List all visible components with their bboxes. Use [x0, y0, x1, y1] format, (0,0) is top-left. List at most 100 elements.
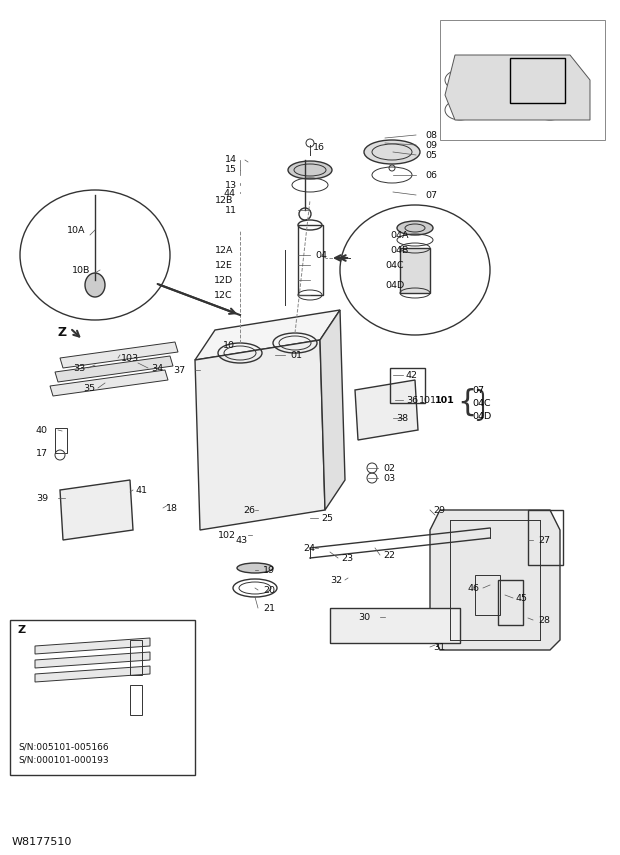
Text: 40: 40 — [36, 426, 48, 434]
Text: S/N:000101-000193: S/N:000101-000193 — [18, 756, 108, 764]
Bar — [130, 640, 142, 675]
Text: 37: 37 — [173, 365, 185, 374]
Text: 04B: 04B — [390, 245, 409, 255]
Ellipse shape — [397, 221, 433, 235]
Text: 45: 45 — [516, 593, 528, 603]
Text: 12A: 12A — [215, 245, 233, 255]
Text: 05: 05 — [425, 150, 437, 160]
Text: 35: 35 — [83, 384, 95, 392]
Text: 103: 103 — [121, 353, 139, 363]
Text: 12B: 12B — [215, 196, 233, 204]
Bar — [510, 58, 565, 103]
Text: 06: 06 — [425, 170, 437, 180]
Text: 22: 22 — [383, 551, 395, 559]
Text: 07: 07 — [425, 191, 437, 199]
Ellipse shape — [364, 140, 420, 164]
Ellipse shape — [237, 563, 273, 573]
Text: 29: 29 — [433, 505, 445, 515]
Polygon shape — [35, 638, 150, 654]
Text: 14: 14 — [225, 156, 237, 164]
Text: 31: 31 — [433, 642, 445, 652]
Text: 41: 41 — [136, 486, 148, 494]
Text: 19: 19 — [263, 565, 275, 575]
Text: W8177510: W8177510 — [12, 837, 73, 847]
Text: 09: 09 — [425, 140, 437, 150]
Bar — [130, 685, 142, 715]
Polygon shape — [60, 480, 133, 540]
Ellipse shape — [85, 273, 105, 297]
Text: 16: 16 — [313, 144, 325, 152]
Text: 23: 23 — [341, 553, 353, 563]
Text: 17: 17 — [36, 449, 48, 457]
Text: 04C: 04C — [385, 261, 404, 269]
Polygon shape — [60, 342, 178, 368]
Polygon shape — [50, 370, 168, 396]
Text: 101: 101 — [435, 396, 455, 404]
Polygon shape — [35, 652, 150, 668]
Text: 43: 43 — [236, 535, 248, 545]
Text: 39: 39 — [36, 493, 48, 503]
Text: 26: 26 — [243, 505, 255, 515]
Text: 10B: 10B — [72, 266, 90, 274]
Text: 11: 11 — [225, 205, 237, 215]
Text: 08: 08 — [425, 131, 437, 139]
Text: 24: 24 — [303, 544, 315, 552]
Text: 01: 01 — [290, 351, 302, 359]
Polygon shape — [35, 666, 150, 682]
Text: 36: 36 — [406, 396, 418, 404]
Text: 101: 101 — [419, 396, 437, 404]
Polygon shape — [355, 380, 418, 440]
Polygon shape — [320, 310, 345, 510]
Text: 38: 38 — [396, 414, 408, 422]
Text: 12D: 12D — [214, 275, 233, 285]
Text: 27: 27 — [538, 535, 550, 545]
Text: 13: 13 — [225, 180, 237, 190]
Text: 04D: 04D — [385, 280, 404, 290]
Text: 102: 102 — [218, 530, 236, 540]
Text: 02: 02 — [383, 463, 395, 473]
Bar — [10, 620, 195, 775]
Bar — [298, 225, 323, 295]
Text: 04C: 04C — [472, 398, 490, 408]
Polygon shape — [195, 310, 340, 360]
Bar — [475, 575, 500, 615]
Text: 30: 30 — [358, 612, 370, 622]
Text: 34: 34 — [151, 363, 163, 373]
Text: 04: 04 — [315, 251, 327, 260]
Text: 25: 25 — [321, 514, 333, 522]
Ellipse shape — [288, 161, 332, 179]
Bar — [440, 20, 605, 140]
Text: Z: Z — [58, 326, 67, 339]
Bar — [498, 580, 523, 625]
Bar — [55, 428, 67, 453]
Text: 03: 03 — [383, 474, 395, 482]
Polygon shape — [195, 340, 325, 530]
Text: 12E: 12E — [215, 261, 233, 269]
Bar — [330, 608, 460, 643]
Text: 12C: 12C — [215, 291, 233, 299]
Text: 21: 21 — [263, 604, 275, 612]
Text: 10A: 10A — [66, 226, 85, 234]
Text: 04A: 04A — [390, 231, 409, 239]
Text: 42: 42 — [406, 370, 418, 380]
Text: 10: 10 — [223, 340, 235, 350]
Text: 28: 28 — [538, 616, 550, 624]
Text: 18: 18 — [166, 504, 178, 512]
Text: 15: 15 — [225, 166, 237, 174]
Text: {: { — [458, 387, 477, 416]
Polygon shape — [55, 356, 173, 382]
Bar — [390, 368, 425, 403]
Text: 07: 07 — [472, 386, 484, 394]
Text: Z: Z — [18, 625, 26, 635]
Polygon shape — [445, 55, 590, 120]
Bar — [528, 510, 563, 565]
Text: 46: 46 — [468, 583, 480, 593]
Text: 44: 44 — [223, 188, 235, 198]
Text: 04D: 04D — [472, 411, 491, 421]
Text: S/N:005101-005166: S/N:005101-005166 — [18, 742, 108, 752]
Polygon shape — [430, 510, 560, 650]
Text: 32: 32 — [330, 575, 342, 585]
Bar — [400, 248, 430, 293]
Text: 33: 33 — [73, 363, 85, 373]
Text: 20: 20 — [263, 586, 275, 594]
